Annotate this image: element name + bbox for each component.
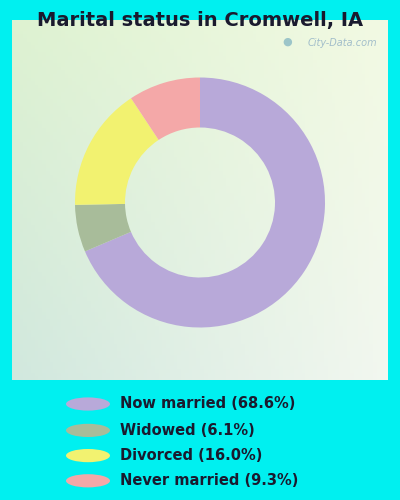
Circle shape — [66, 474, 110, 488]
Text: Marital status in Cromwell, IA: Marital status in Cromwell, IA — [37, 11, 363, 30]
Text: City-Data.com: City-Data.com — [307, 38, 377, 48]
Text: Never married (9.3%): Never married (9.3%) — [120, 474, 298, 488]
Text: Now married (68.6%): Now married (68.6%) — [120, 396, 295, 411]
Text: Divorced (16.0%): Divorced (16.0%) — [120, 448, 262, 463]
Wedge shape — [131, 78, 200, 140]
Circle shape — [66, 424, 110, 437]
Wedge shape — [85, 78, 325, 328]
Wedge shape — [75, 204, 131, 252]
Text: ●: ● — [283, 36, 292, 46]
Text: Widowed (6.1%): Widowed (6.1%) — [120, 423, 255, 438]
Circle shape — [66, 398, 110, 410]
Wedge shape — [75, 98, 159, 205]
Circle shape — [66, 449, 110, 462]
